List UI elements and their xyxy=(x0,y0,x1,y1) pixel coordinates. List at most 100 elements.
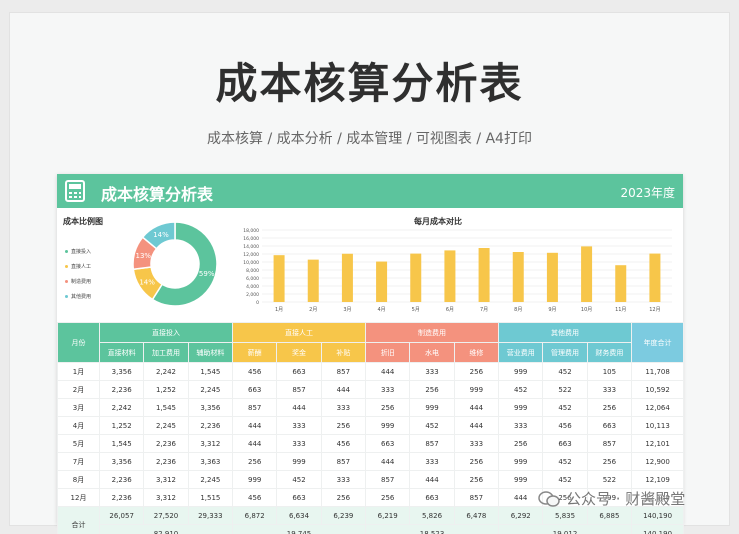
sub-header: 补贴 xyxy=(320,342,367,363)
table-cell: 256 xyxy=(586,452,633,471)
table-cell: 256 xyxy=(320,416,367,435)
table-cell: 3,356 xyxy=(98,452,145,471)
legend-dot xyxy=(65,250,68,253)
table-cell: 857 xyxy=(320,452,367,471)
table-cell: 105 xyxy=(586,362,633,381)
table-cell: 444 xyxy=(320,380,367,399)
table-cell: 256 xyxy=(453,452,500,471)
table-cell: 2,236 xyxy=(187,416,234,435)
table-cell: 2,236 xyxy=(98,380,145,399)
group-total: 140,190 xyxy=(631,524,685,534)
y-tick-label: 14,000 xyxy=(243,244,259,250)
group-header: 其他费用 xyxy=(498,322,633,343)
sub-header: 水电 xyxy=(409,342,455,363)
table-cell: 1,545 xyxy=(143,398,189,417)
y-tick-label: 0 xyxy=(256,300,259,306)
x-tick-label: 3月 xyxy=(343,307,351,313)
sub-header: 奖金 xyxy=(276,342,322,363)
table-cell: 456 xyxy=(232,362,278,381)
table-cell: 452 xyxy=(542,470,588,489)
table-cell: 999 xyxy=(232,470,278,489)
table-cell: 3,363 xyxy=(187,452,234,471)
table-cell: 857 xyxy=(365,470,411,489)
table-cell: 444 xyxy=(453,416,500,435)
group-header: 直接人工 xyxy=(232,322,367,343)
month-cell: 1月 xyxy=(57,362,100,381)
sub-header: 辅助材料 xyxy=(187,342,234,363)
table-cell: 444 xyxy=(365,452,411,471)
table-cell: 2,242 xyxy=(143,362,189,381)
sub-header: 直接材料 xyxy=(98,342,145,363)
sub-header: 管理费用 xyxy=(542,342,588,363)
x-tick-label: 11月 xyxy=(615,307,626,313)
wechat-icon xyxy=(538,490,560,507)
total-cell: 29,333 xyxy=(187,506,234,525)
group-total: 19,012 xyxy=(498,524,633,534)
x-tick-label: 10月 xyxy=(581,307,592,313)
table-cell: 444 xyxy=(276,398,322,417)
table-cell: 1,252 xyxy=(143,380,189,399)
table-cell: 2,236 xyxy=(98,488,145,507)
bar xyxy=(478,248,490,302)
month-cell: 7月 xyxy=(57,452,100,471)
bar-chart-title: 每月成本对比 xyxy=(414,217,462,226)
bar xyxy=(444,250,456,302)
table-cell: 444 xyxy=(232,434,278,453)
group-total: 18,523 xyxy=(365,524,500,534)
table-cell: 3,356 xyxy=(187,398,234,417)
pie-label: 成本比例图 xyxy=(63,217,103,226)
total-cell: 6,478 xyxy=(453,506,500,525)
sub-header: 折旧 xyxy=(365,342,411,363)
table-cell: 999 xyxy=(453,380,500,399)
table-cell: 333 xyxy=(409,452,455,471)
legend-label: 其他费用 xyxy=(71,294,92,300)
table-cell: 444 xyxy=(365,362,411,381)
table-cell: 256 xyxy=(409,380,455,399)
table-cell: 663 xyxy=(276,488,322,507)
table-row: 7月 3,356 2,236 3,363 256 999 857 444 333 256 999 45… xyxy=(57,452,685,471)
x-tick-label: 6月 xyxy=(446,307,454,313)
table-cell: 2,242 xyxy=(98,398,145,417)
bar xyxy=(410,253,422,302)
table-cell: 2,245 xyxy=(143,416,189,435)
table-cell: 12,101 xyxy=(631,434,685,453)
table-cell: 452 xyxy=(409,416,455,435)
table-cell: 663 xyxy=(542,434,588,453)
table-cell: 11,708 xyxy=(631,362,685,381)
x-tick-label: 8月 xyxy=(514,307,522,313)
x-tick-label: 12月 xyxy=(649,307,660,313)
table-cell: 2,236 xyxy=(98,470,145,489)
table-cell: 333 xyxy=(586,380,633,399)
table-cell: 256 xyxy=(453,470,500,489)
table-cell: 10,592 xyxy=(631,380,685,399)
table-row: 2月 2,236 1,252 2,245 663 857 444 333 256 999 452 52… xyxy=(57,380,685,399)
donut-slice xyxy=(151,221,218,307)
table-cell: 333 xyxy=(276,434,322,453)
total-cell: 5,826 xyxy=(409,506,455,525)
total-cell: 6,634 xyxy=(276,506,322,525)
table-cell: 999 xyxy=(409,398,455,417)
y-tick-label: 2,000 xyxy=(246,292,259,298)
table-row: 5月 1,545 2,236 3,312 444 333 456 663 857 333 256 66… xyxy=(57,434,685,453)
table-cell: 456 xyxy=(320,434,367,453)
table-cell: 2,245 xyxy=(187,470,234,489)
y-tick-label: 8,000 xyxy=(246,268,259,274)
table-cell: 663 xyxy=(365,434,411,453)
table-cell: 857 xyxy=(320,362,367,381)
table-cell: 444 xyxy=(232,416,278,435)
donut-slice xyxy=(141,221,176,250)
month-cell: 4月 xyxy=(57,416,100,435)
table-cell: 522 xyxy=(542,380,588,399)
legend-dot xyxy=(65,265,68,268)
table-cell: 663 xyxy=(586,416,633,435)
total-cell: 6,885 xyxy=(586,506,633,525)
table-cell: 999 xyxy=(498,470,544,489)
watermark: 公众号 · 财酱殿堂 xyxy=(538,488,685,509)
table-cell: 1,252 xyxy=(98,416,145,435)
table-cell: 1,515 xyxy=(187,488,234,507)
table-cell: 857 xyxy=(453,488,500,507)
x-tick-label: 9月 xyxy=(548,307,556,313)
table-cell: 3,312 xyxy=(143,488,189,507)
total-cell: 6,872 xyxy=(232,506,278,525)
year-label: 2023年度 xyxy=(620,186,675,200)
